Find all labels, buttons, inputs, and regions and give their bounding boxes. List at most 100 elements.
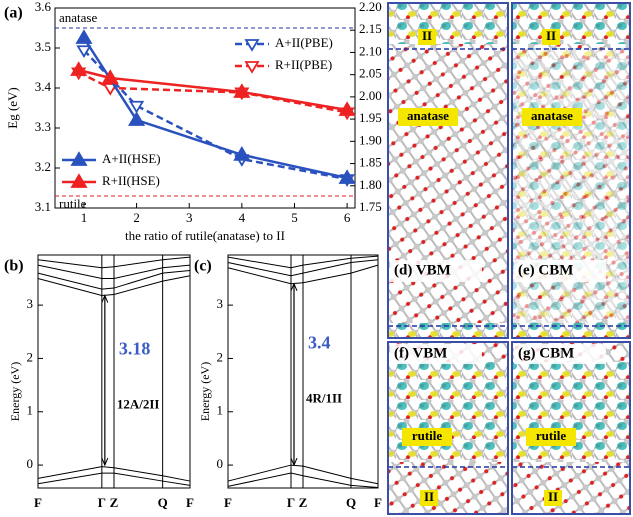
tag-box [398,108,458,126]
panel-label: (d) VBM [394,262,451,278]
point [70,61,88,76]
point [233,83,251,98]
y2-tick-label: 1.95 [359,110,382,125]
annotation: 12A/2II [117,396,160,411]
region-tag: II [546,28,556,43]
y-axis-label: Eg (eV) [5,87,20,129]
panel-label: (f) VBM [394,345,447,361]
x-tick-label: 4 [239,210,246,225]
legend-label: R+II(PBE) [275,57,332,72]
region-tag: II [422,28,432,43]
x-tick-label: Γ [287,495,295,510]
band [37,275,191,297]
panel-label: (a) [4,5,23,22]
tag-box [418,29,436,45]
y-tick-label: 1 [27,403,34,418]
tag-box [542,29,560,45]
panel-label: (e) CBM [518,262,573,278]
structure-image [388,3,508,338]
y2-tick-label: 1.90 [359,132,382,147]
band [37,256,191,269]
panel-label: (c) [194,258,212,275]
region-tag: rutile [536,428,567,443]
panel-border [387,2,509,339]
label-bg [514,344,606,364]
y-tick-label: 3.1 [35,199,51,214]
reference-label: rutile [59,196,87,211]
legend-label: A+II(HSE) [102,151,161,166]
gap-label: 3.4 [308,333,331,353]
y-tick-label: 0 [217,456,224,471]
plot-frame [54,7,356,209]
panel-border [511,2,631,339]
charge-density [389,4,507,44]
y-tick-label: 1 [217,403,224,418]
legend-label: A+II(PBE) [275,35,333,50]
x-tick-label: F [224,495,232,510]
y2-tick-label: 2.10 [359,43,382,58]
charge-density [513,362,629,462]
annotation: 4R/1II [306,390,342,405]
x-tick-label: Q [346,495,356,510]
band [227,255,379,269]
x-tick-label: Z [299,495,308,510]
legend-marker [70,151,88,166]
region-tag: II [424,489,434,504]
band [37,269,191,290]
region-tag: II [548,489,558,504]
band [227,259,379,277]
y-tick-label: 3 [217,296,224,311]
point [128,111,146,126]
charge-density [513,4,629,44]
x-tick-label: 1 [81,210,88,225]
x-tick-label: F [186,495,194,510]
point [75,29,93,44]
series-line [78,71,348,114]
image-panels: II anatase (d) VBM II anatase (e) CBM (f) VBM r… [387,2,631,515]
y-tick-label: 2 [217,349,224,364]
region-tag: anatase [407,108,449,123]
charge-density [389,323,507,337]
tag-box [420,490,438,506]
label-bg [390,344,482,364]
band [37,472,191,486]
point [128,100,145,114]
y-tick-label: 3.6 [35,0,52,14]
y-tick-label: 3.5 [35,39,51,54]
y2-tick-label: 1.75 [359,199,382,214]
tag-box [526,428,576,446]
y2-tick-label: 2.00 [359,88,382,103]
y2-tick-label: 2.05 [359,66,382,81]
legend-marker [70,173,88,188]
x-tick-label: Q [158,495,168,510]
point [338,101,356,116]
band [37,466,191,482]
point [76,45,92,58]
band [227,472,379,488]
y-tick-label: 3.3 [35,119,51,134]
band [37,264,191,279]
panel-border [511,341,631,515]
y-tick-label: 0 [27,456,34,471]
y-tick-label: 2 [27,349,34,364]
region-tag: anatase [531,108,573,123]
y-axis-label: Energy (eV) [8,362,22,421]
arrow-head [290,457,298,467]
series-line [78,68,348,112]
y-tick-label: 3.2 [35,159,51,174]
y2-tick-label: 1.85 [359,155,382,170]
panel-label: (g) CBM [518,345,574,361]
point [233,146,251,161]
y2-tick-label: 2.20 [359,0,382,14]
y-axis-label: Energy (eV) [198,362,212,421]
y2-tick-label: 1.80 [359,177,382,192]
point [338,169,356,184]
y-tick-label: 3 [27,296,34,311]
label-bg [514,260,606,282]
band [227,464,379,485]
band [227,264,379,285]
legend-label: R+II(HSE) [102,173,160,188]
x-tick-label: F [374,495,382,510]
x-tick-label: 6 [344,210,351,225]
